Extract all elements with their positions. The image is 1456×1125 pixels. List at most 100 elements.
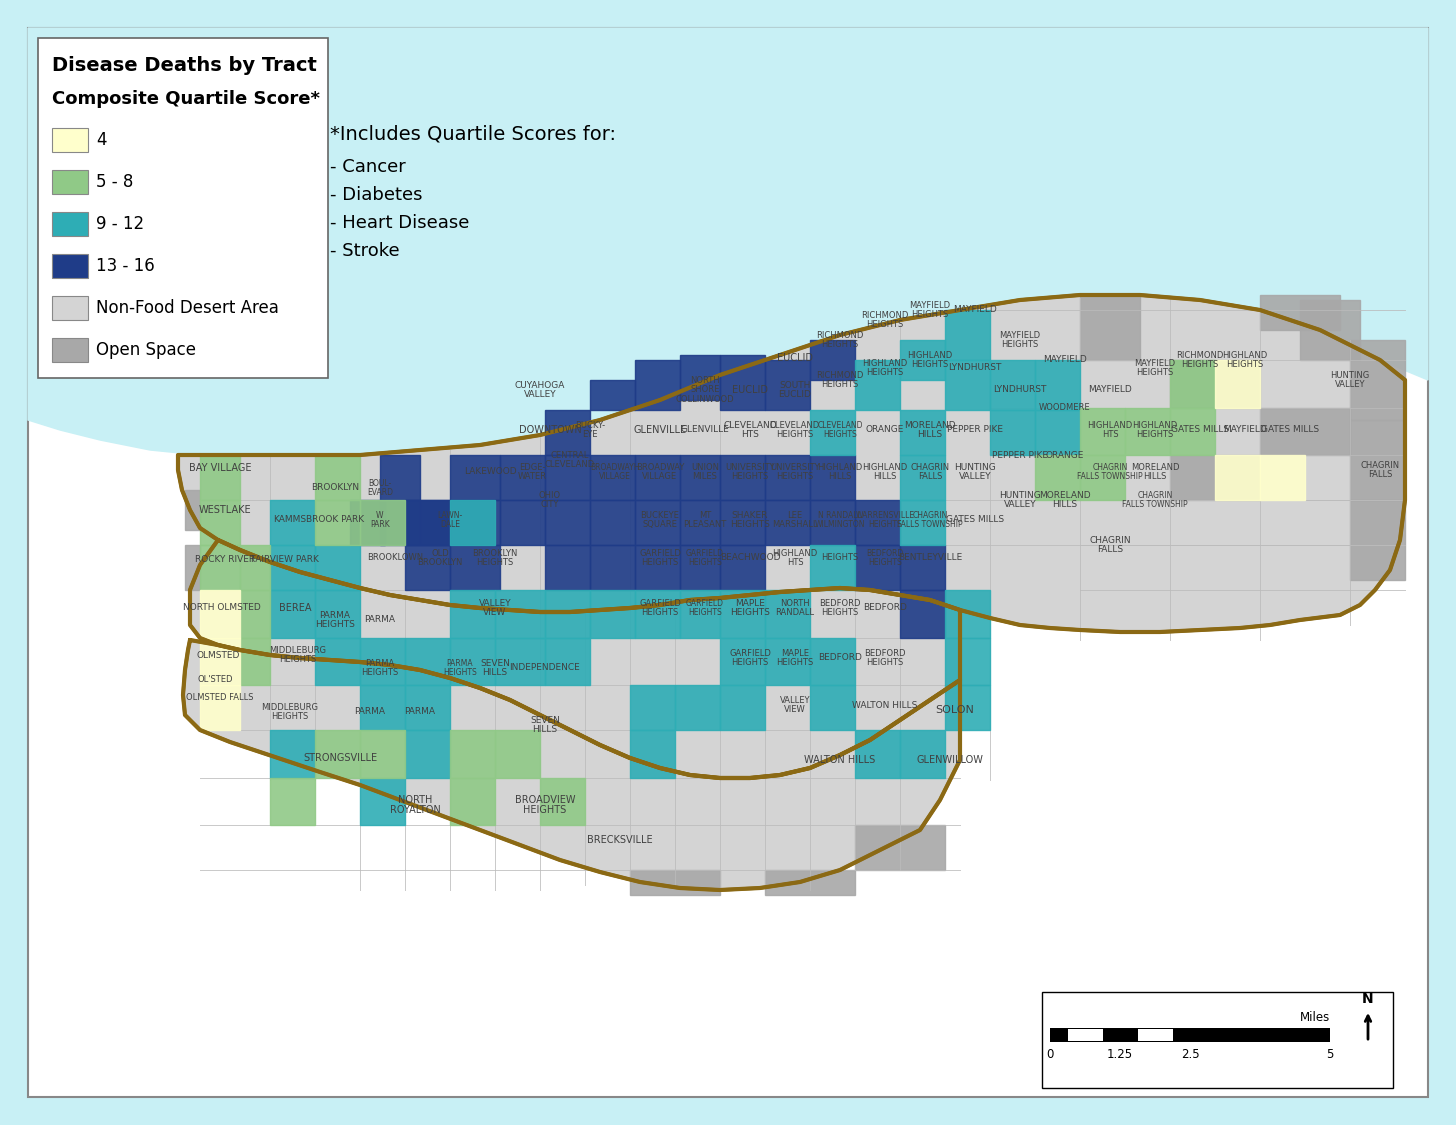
Text: WOODMERE: WOODMERE xyxy=(1040,404,1091,413)
Text: BROOKLOWN: BROOKLOWN xyxy=(367,554,424,562)
Polygon shape xyxy=(1214,360,1259,408)
Polygon shape xyxy=(199,544,240,590)
Text: HIGHLAND
HEIGHTS: HIGHLAND HEIGHTS xyxy=(1133,421,1178,440)
Text: EUCLID: EUCLID xyxy=(732,385,767,395)
Polygon shape xyxy=(178,295,1405,632)
Text: ORANGE: ORANGE xyxy=(866,425,904,434)
Polygon shape xyxy=(28,28,1428,454)
Polygon shape xyxy=(764,360,810,410)
Text: NORTH
RANDALL: NORTH RANDALL xyxy=(776,598,814,618)
Polygon shape xyxy=(183,640,960,890)
Polygon shape xyxy=(450,500,495,544)
Text: 5 - 8: 5 - 8 xyxy=(96,173,134,191)
Polygon shape xyxy=(945,310,990,360)
Polygon shape xyxy=(269,500,314,544)
Text: GARFIELD
HEIGHTS: GARFIELD HEIGHTS xyxy=(729,649,770,667)
Polygon shape xyxy=(405,685,450,730)
Polygon shape xyxy=(360,778,405,825)
Polygon shape xyxy=(349,500,384,544)
Polygon shape xyxy=(590,380,635,409)
Text: BUCKEYE
SQUARE: BUCKEYE SQUARE xyxy=(641,511,680,530)
Polygon shape xyxy=(635,544,680,590)
Text: CENTRAL
CLEVELAND: CENTRAL CLEVELAND xyxy=(545,451,596,469)
Polygon shape xyxy=(630,730,676,778)
Polygon shape xyxy=(945,685,990,730)
Bar xyxy=(52,338,87,362)
Bar xyxy=(1137,1029,1172,1041)
Text: BEREA: BEREA xyxy=(278,603,312,613)
Text: CLEVELAND
HEIGHTS: CLEVELAND HEIGHTS xyxy=(770,421,820,440)
Text: RICHMOND
HEIGHTS: RICHMOND HEIGHTS xyxy=(1176,351,1223,369)
Text: CHAGRIN
FALLS: CHAGRIN FALLS xyxy=(1360,460,1399,479)
Polygon shape xyxy=(545,638,590,685)
Text: BAY VILLAGE: BAY VILLAGE xyxy=(189,464,252,472)
Polygon shape xyxy=(990,360,1035,410)
Text: LYNDHURST: LYNDHURST xyxy=(993,386,1047,395)
Polygon shape xyxy=(380,455,419,500)
Polygon shape xyxy=(269,544,314,590)
Polygon shape xyxy=(314,544,360,590)
Polygon shape xyxy=(1080,455,1125,500)
Polygon shape xyxy=(545,455,590,500)
Polygon shape xyxy=(721,638,764,685)
Polygon shape xyxy=(405,638,450,685)
Text: MAYFIELD
HEIGHTS: MAYFIELD HEIGHTS xyxy=(910,300,951,319)
Polygon shape xyxy=(680,455,721,500)
Bar xyxy=(52,296,87,319)
Text: 0: 0 xyxy=(1047,1048,1054,1061)
Text: 9 - 12: 9 - 12 xyxy=(96,215,144,233)
Text: PARMA
HEIGHTS: PARMA HEIGHTS xyxy=(314,611,355,629)
Text: HUNTING
VALLEY: HUNTING VALLEY xyxy=(954,462,996,482)
Text: RICHMOND
HEIGHTS: RICHMOND HEIGHTS xyxy=(817,331,863,350)
Polygon shape xyxy=(189,540,960,778)
Text: LYNDHURST: LYNDHURST xyxy=(948,363,1002,372)
Polygon shape xyxy=(764,590,810,638)
Text: BUCKY-
EYE: BUCKY- EYE xyxy=(575,421,606,440)
Polygon shape xyxy=(1300,300,1360,360)
Polygon shape xyxy=(314,638,360,685)
Text: CLEVELAND
HEIGHTS: CLEVELAND HEIGHTS xyxy=(817,421,863,440)
Text: NORTH
ROYALTON: NORTH ROYALTON xyxy=(390,794,440,816)
Bar xyxy=(1042,992,1393,1088)
Polygon shape xyxy=(764,500,810,544)
Polygon shape xyxy=(269,778,314,825)
Text: CUYAHOGA
VALLEY: CUYAHOGA VALLEY xyxy=(515,380,565,399)
Polygon shape xyxy=(900,455,945,500)
Polygon shape xyxy=(450,590,495,638)
Text: UNION
MILES: UNION MILES xyxy=(692,462,719,482)
Text: CHAGRIN
FALLS: CHAGRIN FALLS xyxy=(910,462,949,482)
Text: PARMA
HEIGHTS: PARMA HEIGHTS xyxy=(443,658,478,677)
Text: - Cancer: - Cancer xyxy=(331,158,406,176)
Text: PEPPER PIKE: PEPPER PIKE xyxy=(946,425,1003,434)
Text: GATES MILLS: GATES MILLS xyxy=(946,515,1005,524)
Polygon shape xyxy=(314,590,360,638)
Text: WALTON HILLS: WALTON HILLS xyxy=(804,755,875,765)
Polygon shape xyxy=(1350,500,1405,580)
Polygon shape xyxy=(450,730,495,778)
Text: HUNTING
VALLEY: HUNTING VALLEY xyxy=(1331,370,1370,389)
Text: HEIGHTS: HEIGHTS xyxy=(821,554,859,562)
Polygon shape xyxy=(810,500,855,544)
Polygon shape xyxy=(360,685,405,730)
Text: LEE
MARSHALL: LEE MARSHALL xyxy=(772,511,818,530)
Polygon shape xyxy=(900,730,945,778)
Text: PARMA: PARMA xyxy=(354,708,386,717)
Text: GLENVILLE: GLENVILLE xyxy=(633,425,687,435)
Bar xyxy=(38,38,328,378)
Text: BROOKLYN
HEIGHTS: BROOKLYN HEIGHTS xyxy=(472,549,518,567)
Polygon shape xyxy=(764,455,810,500)
Text: GLENWILLOW: GLENWILLOW xyxy=(917,755,983,765)
Text: *Includes Quartile Scores for:: *Includes Quartile Scores for: xyxy=(331,125,616,144)
Text: STRONGSVILLE: STRONGSVILLE xyxy=(303,753,377,763)
Polygon shape xyxy=(680,356,721,400)
Text: BROADVIEW
HEIGHTS: BROADVIEW HEIGHTS xyxy=(515,794,575,816)
Text: OL'STED: OL'STED xyxy=(197,675,233,684)
Text: SHAKER
HEIGHTS: SHAKER HEIGHTS xyxy=(729,511,770,530)
Polygon shape xyxy=(199,590,240,638)
Text: Disease Deaths by Tract: Disease Deaths by Tract xyxy=(52,56,317,75)
Polygon shape xyxy=(855,825,945,870)
Text: BEDFORD
HEIGHTS: BEDFORD HEIGHTS xyxy=(865,649,906,667)
Polygon shape xyxy=(764,870,855,896)
Polygon shape xyxy=(810,410,855,455)
Text: FAIRVIEW PARK: FAIRVIEW PARK xyxy=(250,556,319,565)
